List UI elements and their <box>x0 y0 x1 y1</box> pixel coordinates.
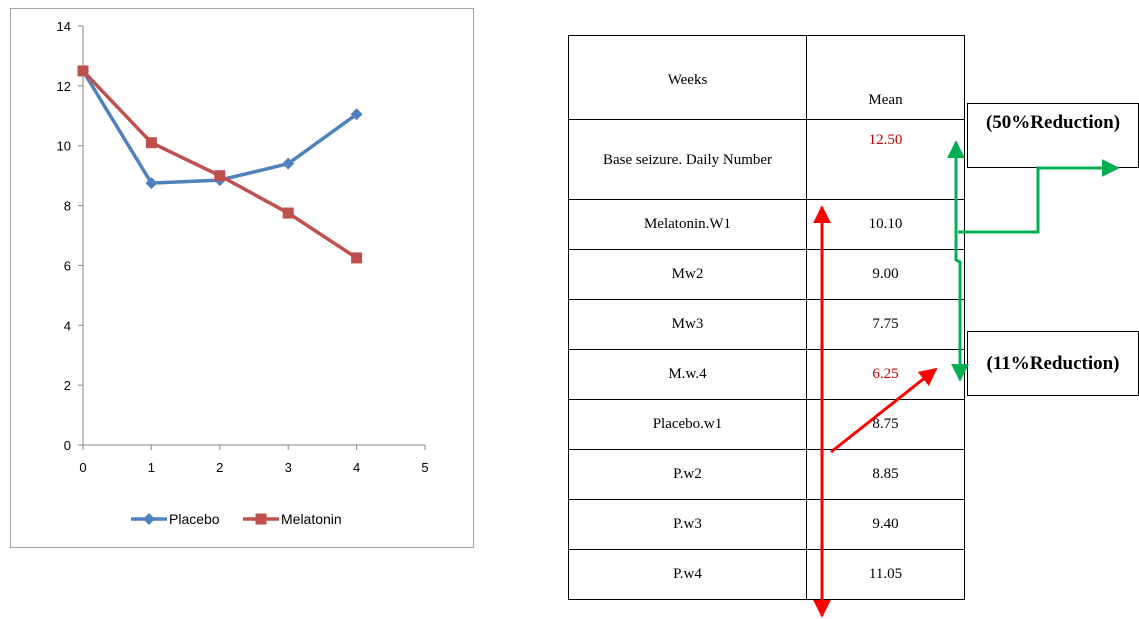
data-point-placebo <box>350 108 363 121</box>
row-label: Melatonin.W1 <box>568 199 807 250</box>
legend-label-placebo: Placebo <box>169 511 220 527</box>
y-tick-label: 0 <box>64 438 71 453</box>
x-tick-label: 5 <box>421 460 428 475</box>
table-row: Placebo.w1 8.75 <box>568 399 965 450</box>
row-mean-value: 12.50 <box>806 119 965 200</box>
reduction-50-label: (50%Reduction) <box>967 103 1139 168</box>
table-row: Mw3 7.75 <box>568 299 965 350</box>
data-point-placebo <box>145 177 158 190</box>
y-tick-label: 4 <box>64 318 71 333</box>
row-mean-value: 10.10 <box>806 199 965 250</box>
header-mean: Mean <box>806 35 965 120</box>
row-mean-value: 8.85 <box>806 449 965 500</box>
legend-label-melatonin: Melatonin <box>281 511 342 527</box>
data-point-melatonin <box>145 137 157 149</box>
data-point-placebo <box>282 157 295 170</box>
seizure-mean-table: Weeks Mean Base seizure. Daily Number 12.… <box>568 35 965 600</box>
data-point-melatonin <box>214 170 226 182</box>
y-tick-label: 12 <box>57 79 71 94</box>
row-label: P.w3 <box>568 499 807 550</box>
row-mean-value: 9.40 <box>806 499 965 550</box>
table-row: Mw2 9.00 <box>568 249 965 300</box>
row-mean-value: 6.25 <box>806 349 965 400</box>
row-label: Mw2 <box>568 249 807 300</box>
line-chart-frame: 0 2 4 6 8 10 12 14 0 1 2 3 4 5 Placebo Melatonin <box>10 8 474 548</box>
table-row: P.w3 9.40 <box>568 499 965 550</box>
table-row: Base seizure. Daily Number 12.50 <box>568 119 965 200</box>
x-tick-label: 2 <box>216 460 223 475</box>
x-tick-label: 4 <box>353 460 360 475</box>
legend-marker-placebo <box>143 513 155 525</box>
x-tick-label: 0 <box>79 460 86 475</box>
row-label: P.w4 <box>568 549 807 600</box>
series-line-placebo <box>81 69 358 185</box>
row-label: Mw3 <box>568 299 807 350</box>
row-label: P.w2 <box>568 449 807 500</box>
reduction-11-label: (11%Reduction) <box>967 331 1139 396</box>
series-line-melatonin <box>81 69 358 260</box>
row-label: M.w.4 <box>568 349 807 400</box>
row-label: Base seizure. Daily Number <box>568 119 807 200</box>
legend-marker-melatonin <box>255 513 267 525</box>
x-tick-label: 1 <box>148 460 155 475</box>
header-weeks: Weeks <box>568 35 807 120</box>
x-tick-label: 3 <box>285 460 292 475</box>
y-tick-label: 6 <box>64 258 71 273</box>
row-mean-value: 8.75 <box>806 399 965 450</box>
green-elbow-arrow <box>958 159 1120 234</box>
table-row: P.w2 8.85 <box>568 449 965 500</box>
row-mean-value: 11.05 <box>806 549 965 600</box>
data-point-melatonin <box>351 252 363 264</box>
y-tick-label: 2 <box>64 378 71 393</box>
row-label: Placebo.w1 <box>568 399 807 450</box>
row-mean-value: 9.00 <box>806 249 965 300</box>
table-row: Melatonin.W1 10.10 <box>568 199 965 250</box>
table-header-row: Weeks Mean <box>568 35 965 120</box>
table-row: M.w.4 6.25 <box>568 349 965 400</box>
y-tick-label: 8 <box>64 199 71 214</box>
y-tick-label: 10 <box>57 139 71 154</box>
table-row: P.w4 11.05 <box>568 549 965 600</box>
y-tick-label: 14 <box>57 19 71 34</box>
data-point-melatonin <box>282 207 294 219</box>
row-mean-value: 7.75 <box>806 299 965 350</box>
data-point-melatonin <box>77 65 89 77</box>
